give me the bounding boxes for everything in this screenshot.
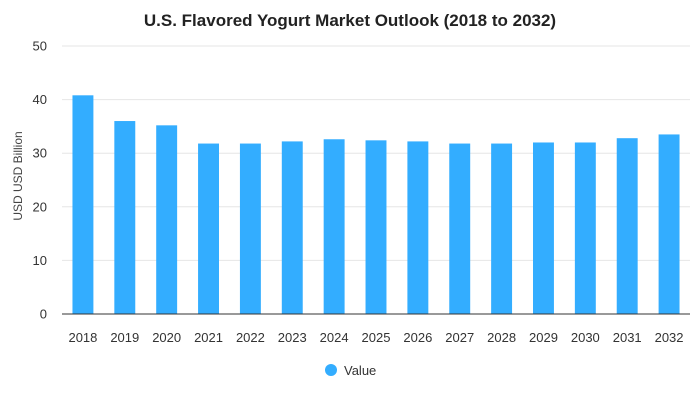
x-tick-label: 2019	[110, 330, 139, 345]
bar-2019[interactable]	[114, 121, 136, 314]
legend[interactable]: Value	[325, 363, 376, 378]
x-tick-label: 2020	[152, 330, 181, 345]
x-tick-label: 2030	[571, 330, 600, 345]
y-tick-label: 40	[33, 92, 47, 107]
bar-2020[interactable]	[156, 125, 178, 314]
x-tick-label: 2024	[320, 330, 349, 345]
bar-2028[interactable]	[491, 143, 513, 314]
y-tick-label: 20	[33, 199, 47, 214]
y-axis-label: USD USD Billion	[11, 131, 25, 220]
legend-swatch-value	[325, 364, 337, 376]
y-tick-label: 10	[33, 253, 47, 268]
y-tick-label: 0	[40, 307, 47, 322]
y-tick-label: 50	[33, 39, 47, 54]
chart-title: U.S. Flavored Yogurt Market Outlook (201…	[144, 11, 556, 30]
x-tick-label: 2021	[194, 330, 223, 345]
bar-2021[interactable]	[198, 143, 219, 314]
y-tick-label: 30	[33, 146, 47, 161]
bar-2018[interactable]	[72, 95, 94, 314]
x-tick-label: 2029	[529, 330, 558, 345]
bar-2031[interactable]	[616, 138, 638, 314]
bar-2025[interactable]	[365, 140, 387, 314]
x-tick-label: 2025	[362, 330, 391, 345]
bar-2032[interactable]	[658, 134, 680, 314]
x-tick-label: 2031	[613, 330, 642, 345]
y-axis-ticks: 0 10 20 30 40 50	[33, 39, 47, 322]
x-axis-ticks: 2018 2019 2020 2021 2022 2023 2024 2025 2026 2027…	[68, 330, 683, 345]
bars	[72, 95, 680, 314]
x-tick-label: 2027	[445, 330, 474, 345]
x-tick-label: 2023	[278, 330, 307, 345]
bar-2023[interactable]	[281, 141, 303, 314]
bar-2027[interactable]	[449, 143, 471, 314]
bar-2024[interactable]	[323, 139, 345, 314]
bar-2022[interactable]	[239, 143, 261, 314]
x-tick-label: 2022	[236, 330, 265, 345]
bar-2030[interactable]	[574, 142, 596, 314]
bar-2026[interactable]	[407, 141, 429, 314]
bar-2029[interactable]	[533, 142, 554, 314]
legend-label-value: Value	[344, 363, 376, 378]
x-tick-label: 2028	[487, 330, 516, 345]
x-tick-label: 2018	[68, 330, 97, 345]
x-tick-label: 2026	[403, 330, 432, 345]
x-tick-label: 2032	[655, 330, 684, 345]
